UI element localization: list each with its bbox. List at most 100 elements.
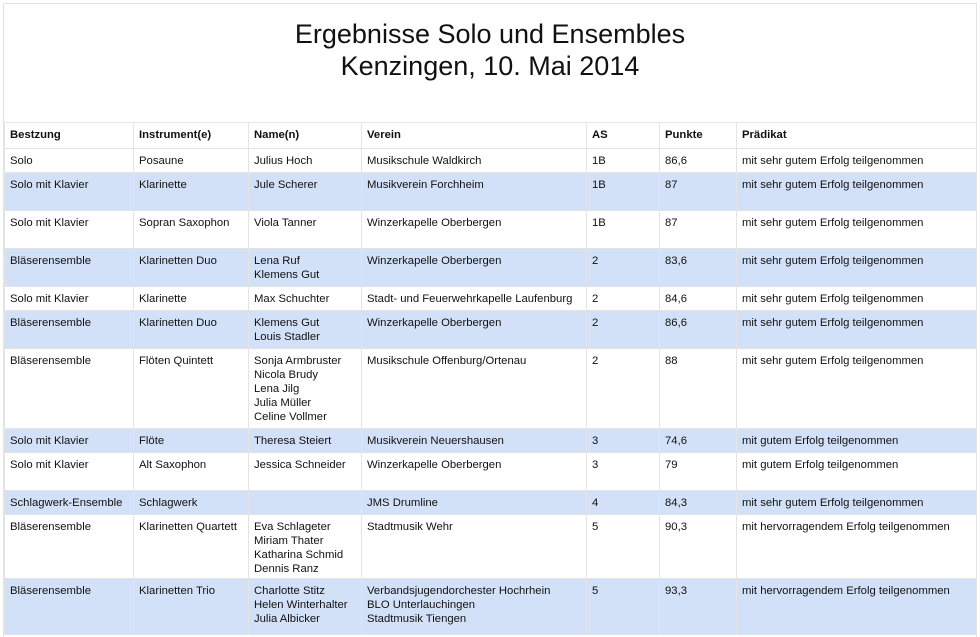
column-header: Punkte — [659, 122, 737, 149]
cell-praedikat: mit sehr gutem Erfolg teilgenommen — [736, 172, 977, 211]
cell-line: JMS Drumline — [367, 497, 438, 509]
table-row: Solo mit Klavier Klarinette Max Schuchter S… — [4, 286, 977, 311]
cell-verein: Musikverein Neuershausen — [361, 428, 587, 453]
cell-line: Winzerkapelle Oberbergen — [367, 317, 502, 329]
cell-line: Eva Schlageter — [254, 521, 331, 533]
cell-line: Dennis Ranz — [254, 563, 319, 575]
cell-praedikat: mit sehr gutem Erfolg teilgenommen — [736, 148, 977, 173]
cell-line: Celine Vollmer — [254, 411, 327, 423]
cell-punkte: 93,3 — [659, 578, 737, 635]
cell-as: 3 — [586, 428, 660, 453]
cell-line: Katharina Schmid — [254, 549, 344, 561]
cell-praedikat: mit gutem Erfolg teilgenommen — [736, 452, 977, 491]
cell-besetzung: Solo mit Klavier — [4, 172, 134, 211]
cell-punkte: 84,6 — [659, 286, 737, 311]
cell-as: 3 — [586, 452, 660, 491]
cell-as: 2 — [586, 286, 660, 311]
cell-line: Musikschule Offenburg/Ortenau — [367, 355, 527, 367]
cell-names: Charlotte Stitz Helen Winterhalter Julia A… — [248, 578, 362, 635]
cell-line: Lena Jilg — [254, 383, 300, 395]
cell-as: 2 — [586, 348, 660, 429]
cell-besetzung: Solo mit Klavier — [4, 286, 134, 311]
cell-punkte: 86,6 — [659, 148, 737, 173]
cell-instrument: Flöte — [133, 428, 249, 453]
cell-line: Verbandsjugendorchester Hochrhein — [367, 585, 551, 597]
cell-line: Stadtmusik Wehr — [367, 521, 453, 533]
cell-instrument: Klarinetten Duo — [133, 310, 249, 349]
cell-names: Klemens Gut Louis Stadler — [248, 310, 362, 349]
cell-line: Charlotte Stitz — [254, 585, 325, 597]
cell-line: Sonja Armbruster — [254, 355, 342, 367]
cell-line: Winzerkapelle Oberbergen — [367, 217, 502, 229]
cell-praedikat: mit sehr gutem Erfolg teilgenommen — [736, 286, 977, 311]
results-table: Bestzung Instrument(e) Name(n) Verein AS Punk… — [4, 122, 977, 635]
cell-praedikat: mit hervorragendem Erfolg teilgenommen — [736, 578, 977, 635]
table-row: Bläserensemble Klarinetten Duo Lena Ruf Kle… — [4, 248, 977, 287]
cell-instrument: Klarinetten Trio — [133, 578, 249, 635]
cell-line: Jessica Schneider — [254, 459, 346, 471]
cell-line: Nicola Brudy — [254, 369, 319, 381]
cell-line: Theresa Steiert — [254, 435, 332, 447]
cell-as: 1B — [586, 172, 660, 211]
cell-line: Winzerkapelle Oberbergen — [367, 255, 502, 267]
table-row: Schlagwerk-Ensemble Schlagwerk JMS Drumlin… — [4, 490, 977, 515]
cell-praedikat: mit sehr gutem Erfolg teilgenommen — [736, 210, 977, 249]
cell-as: 1B — [586, 148, 660, 173]
cell-verein: Winzerkapelle Oberbergen — [361, 248, 587, 287]
cell-punkte: 84,3 — [659, 490, 737, 515]
cell-line: Musikschule Waldkirch — [367, 155, 482, 167]
cell-besetzung: Solo mit Klavier — [4, 428, 134, 453]
cell-praedikat: mit sehr gutem Erfolg teilgenommen — [736, 348, 977, 429]
header-row: Bestzung Instrument(e) Name(n) Verein AS Punk… — [4, 122, 977, 149]
cell-instrument: Klarinette — [133, 286, 249, 311]
cell-praedikat: mit sehr gutem Erfolg teilgenommen — [736, 490, 977, 515]
title-line-2: Kenzingen, 10. Mai 2014 — [340, 51, 640, 81]
cell-besetzung: Bläserensemble — [4, 348, 134, 429]
cell-names: Theresa Steiert — [248, 428, 362, 453]
cell-line: Max Schuchter — [254, 293, 330, 305]
cell-as: 2 — [586, 248, 660, 287]
page-title: Ergebnisse Solo und Ensembles Kenzingen,… — [4, 18, 976, 82]
cell-names: Sonja Armbruster Nicola Brudy Lena Jilg Jul… — [248, 348, 362, 429]
cell-besetzung: Bläserensemble — [4, 310, 134, 349]
cell-instrument: Alt Saxophon — [133, 452, 249, 491]
cell-line: Musikverein Forchheim — [367, 179, 484, 191]
table-row: Solo Posaune Julius Hoch Musikschule Waldki… — [4, 148, 977, 173]
cell-line: Miriam Thater — [254, 535, 324, 547]
column-header: Prädikat — [736, 122, 977, 149]
cell-punkte: 88 — [659, 348, 737, 429]
cell-instrument: Klarinetten Duo — [133, 248, 249, 287]
cell-line: Musikverein Neuershausen — [367, 435, 504, 447]
cell-line: Julius Hoch — [254, 155, 313, 167]
cell-line: BLO Unterlauchingen — [367, 599, 476, 611]
cell-names: Viola Tanner — [248, 210, 362, 249]
cell-verein: Stadtmusik Wehr — [361, 514, 587, 579]
cell-verein: Winzerkapelle Oberbergen — [361, 210, 587, 249]
cell-names: Julius Hoch — [248, 148, 362, 173]
cell-line: Stadtmusik Tiengen — [367, 613, 467, 625]
cell-as: 2 — [586, 310, 660, 349]
cell-verein: Musikschule Offenburg/Ortenau — [361, 348, 587, 429]
cell-besetzung: Schlagwerk-Ensemble — [4, 490, 134, 515]
cell-punkte: 86,6 — [659, 310, 737, 349]
cell-besetzung: Solo mit Klavier — [4, 452, 134, 491]
cell-verein: Verbandsjugendorchester Hochrhein BLO Unt… — [361, 578, 587, 635]
cell-besetzung: Bläserensemble — [4, 578, 134, 635]
cell-line: Julia Albicker — [254, 613, 320, 625]
cell-verein: Stadt- und Feuerwehrkapelle Laufenburg — [361, 286, 587, 311]
cell-line: Viola Tanner — [254, 217, 317, 229]
cell-instrument: Flöten Quintett — [133, 348, 249, 429]
table-row: Solo mit Klavier Klarinette Jule Scherer Mu… — [4, 172, 977, 211]
cell-line: Stadt- und Feuerwehrkapelle Laufenburg — [367, 293, 573, 305]
cell-punkte: 79 — [659, 452, 737, 491]
table-row: Solo mit Klavier Flöte Theresa Steiert Musi… — [4, 428, 977, 453]
cell-instrument: Sopran Saxophon — [133, 210, 249, 249]
cell-names: Jessica Schneider — [248, 452, 362, 491]
cell-praedikat: mit sehr gutem Erfolg teilgenommen — [736, 248, 977, 287]
cell-instrument: Klarinetten Quartett — [133, 514, 249, 579]
cell-punkte: 87 — [659, 172, 737, 211]
column-header: AS — [586, 122, 660, 149]
cell-names: Jule Scherer — [248, 172, 362, 211]
cell-punkte: 74,6 — [659, 428, 737, 453]
cell-as: 4 — [586, 490, 660, 515]
